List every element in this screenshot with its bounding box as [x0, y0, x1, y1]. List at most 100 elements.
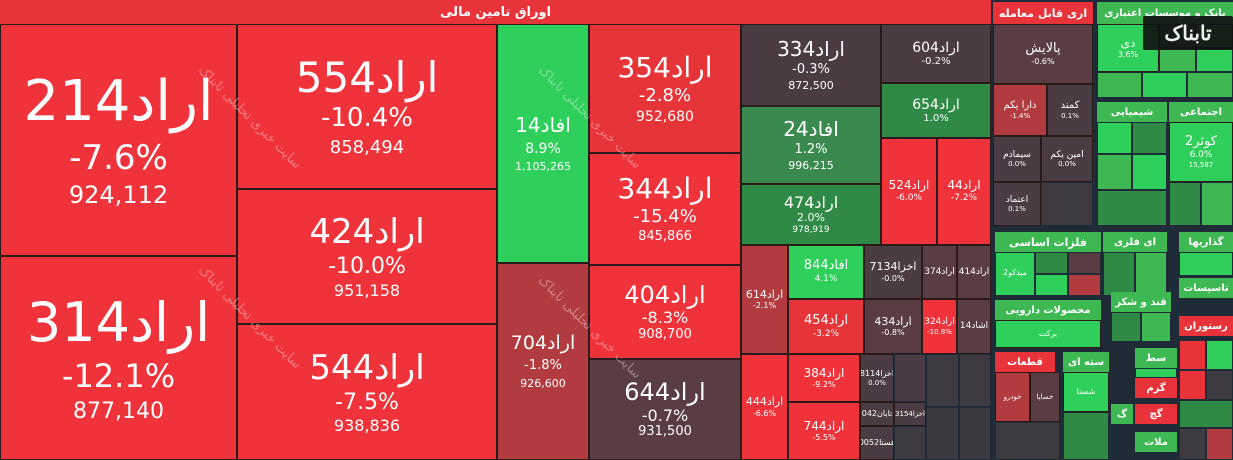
tile-erad524[interactable]: اراد524 -6.0% — [881, 138, 937, 245]
tile-erad384[interactable]: اراد384 -9.2% — [788, 354, 860, 402]
tile-hasta0052[interactable]: هستا0052 — [860, 426, 894, 460]
tile-small[interactable] — [1206, 428, 1233, 460]
tile-small[interactable] — [1068, 274, 1101, 296]
sector-header-cement[interactable]: سته ای — [1063, 352, 1109, 372]
tile-small[interactable] — [1103, 252, 1135, 296]
sector-header-pharma[interactable]: محصولات دارویی — [995, 300, 1101, 320]
tile-small[interactable] — [1169, 182, 1201, 226]
tile-erad354[interactable]: اراد354 -2.8% 952,680 — [589, 24, 741, 153]
tile-small[interactable] — [926, 407, 959, 460]
sector-header-restaurant[interactable]: رستوران — [1179, 316, 1233, 336]
tile-akhza7134[interactable]: اخزا7134 -0.0% — [864, 245, 922, 299]
sector-header-metals[interactable]: فلزات اساسی — [995, 232, 1101, 252]
tile-small[interactable] — [894, 354, 926, 402]
sector-header-sugar[interactable]: قند و شکر — [1111, 292, 1171, 312]
tile-akhza3154[interactable]: اخزا3154 — [894, 402, 926, 426]
tile-erad414[interactable]: اراد414 — [957, 245, 991, 299]
tile-erad374[interactable]: اراد374 — [922, 245, 957, 299]
sector-header-investments[interactable]: گذاریها — [1179, 232, 1233, 252]
tile-small[interactable] — [1132, 122, 1167, 154]
tile-small[interactable] — [1206, 340, 1233, 370]
sector-header-misc4[interactable]: گ — [1111, 404, 1133, 424]
sector-header-misc3[interactable]: گچ — [1135, 404, 1177, 424]
tile-small[interactable] — [1159, 48, 1196, 72]
tile-erad434[interactable]: اراد434 -0.8% — [864, 299, 922, 354]
tile-small[interactable] — [1201, 182, 1233, 226]
tile-erad454[interactable]: اراد454 -3.2% — [788, 299, 864, 354]
tile-small[interactable] — [1179, 428, 1206, 460]
tile-khodro[interactable]: خودرو — [995, 372, 1030, 422]
tile-small[interactable] — [1097, 190, 1167, 226]
tile-erad544[interactable]: اراد544 -7.5% 938,836 — [237, 324, 497, 460]
tile-erad474[interactable]: اراد474 2.0% 978,919 — [741, 184, 881, 245]
tile-erad654[interactable]: اراد654 1.0% — [881, 83, 991, 138]
sector-header-chemical[interactable]: شیمیایی — [1097, 102, 1167, 122]
tile-erad704[interactable]: اراد704 -1.8% 926,600 — [497, 263, 589, 460]
tile-kosar2[interactable]: کوثر2 6.0% 15,587 — [1169, 122, 1233, 182]
tile-efad14[interactable]: افاد14 8.9% 1,105,265 — [497, 24, 589, 263]
tile-small[interactable] — [1097, 154, 1132, 190]
tile-small[interactable] — [995, 422, 1060, 460]
tile-small[interactable] — [1035, 252, 1068, 274]
tile-small[interactable] — [1179, 340, 1206, 370]
tile-small[interactable] — [1135, 252, 1167, 296]
sector-header-misc5[interactable]: ملات — [1135, 432, 1177, 452]
tile-eshad14[interactable]: اشاد14 — [957, 299, 991, 354]
tile-small[interactable] — [1187, 72, 1233, 98]
tile-small[interactable] — [995, 252, 1035, 296]
tile-erad314[interactable]: اراد314 -12.1% 877,140 — [0, 256, 237, 460]
tile-small[interactable] — [1135, 368, 1177, 378]
tile-small[interactable] — [1111, 312, 1141, 342]
sector-header-misc2[interactable]: گرم — [1135, 378, 1177, 398]
tile-small[interactable] — [1063, 412, 1109, 460]
tile-darayekom[interactable]: دارا یکم -1.4% — [993, 84, 1047, 136]
tile-small[interactable] — [1097, 122, 1132, 154]
tile-erad614[interactable]: اراد614 -2.1% — [741, 245, 788, 354]
tile-small[interactable] — [1068, 252, 1101, 274]
tile-erad404[interactable]: اراد404 -8.3% 908,700 — [589, 265, 741, 359]
tile-akhza8114[interactable]: اخزا8114 0.0% — [860, 354, 894, 402]
tile-shasta[interactable]: شستا — [1063, 372, 1109, 412]
sector-header-social[interactable]: اجتماعی — [1169, 102, 1233, 122]
tile-small[interactable] — [1142, 72, 1187, 98]
sector-header-utilities[interactable]: تاسیسات — [1179, 278, 1233, 298]
tile-erad344[interactable]: اراد344 -15.4% 845,866 — [589, 153, 741, 265]
tile-paliesh[interactable]: پالایش -0.6% — [993, 24, 1093, 84]
sector-header-autoparts[interactable]: قطعات — [995, 352, 1055, 372]
tile-small[interactable] — [1035, 274, 1068, 296]
tile-barakat[interactable]: برکت — [995, 320, 1101, 348]
tile-erad214[interactable]: اراد214 -7.6% 924,112 — [0, 24, 237, 256]
tile-small[interactable] — [959, 407, 991, 460]
tile-erad324[interactable]: اراد324 -10.8% — [922, 299, 957, 354]
tile-taban042[interactable]: تابان042 — [860, 402, 894, 426]
tile-small[interactable] — [1196, 48, 1233, 72]
tile-erad334[interactable]: اراد334 -0.3% 872,500 — [741, 24, 881, 106]
tile-erad424[interactable]: اراد424 -10.0% 951,158 — [237, 189, 497, 324]
tile-small[interactable] — [1179, 370, 1206, 400]
tile-erad644[interactable]: اراد644 -0.7% 931,500 — [589, 359, 741, 460]
tile-erad44[interactable]: اراد44 -7.2% — [937, 138, 991, 245]
tile-small[interactable] — [1097, 72, 1142, 98]
tile-efad844[interactable]: افاد844 4.1% — [788, 245, 864, 299]
tile-etemad[interactable]: اعتماد 0.1% — [993, 182, 1041, 226]
tile-small[interactable] — [1141, 312, 1171, 342]
tile-sima[interactable]: سیمادم 0.0% — [993, 136, 1041, 182]
tile-small[interactable] — [926, 354, 959, 407]
tile-khasapa[interactable]: خساپا — [1030, 372, 1060, 422]
sector-header-misc1[interactable]: سط — [1135, 348, 1177, 368]
tile-meedco2[interactable]: میدکو2 — [995, 262, 1035, 284]
tile-small[interactable] — [1179, 400, 1233, 428]
sector-header-bonds[interactable]: اوراق تامین مالی — [0, 0, 991, 24]
tile-small[interactable] — [894, 426, 926, 460]
tile-erad744[interactable]: اراد744 -5.5% — [788, 402, 860, 460]
sector-header-metal-products[interactable]: ای فلزی — [1103, 232, 1167, 252]
tile-small[interactable] — [1206, 370, 1233, 400]
tile-amin[interactable]: امین یکم 0.0% — [1041, 136, 1093, 182]
tile-efad24[interactable]: افاد24 1.2% 996,215 — [741, 106, 881, 184]
tile-small[interactable] — [959, 354, 991, 407]
tile-kamand[interactable]: کمند 0.1% — [1047, 84, 1093, 136]
tile-erad444[interactable]: اراد444 -6.6% — [741, 354, 788, 460]
tile-erad604[interactable]: اراد604 -0.2% — [881, 24, 991, 83]
tile-small[interactable] — [1132, 154, 1167, 190]
tile-small[interactable] — [1041, 182, 1093, 226]
